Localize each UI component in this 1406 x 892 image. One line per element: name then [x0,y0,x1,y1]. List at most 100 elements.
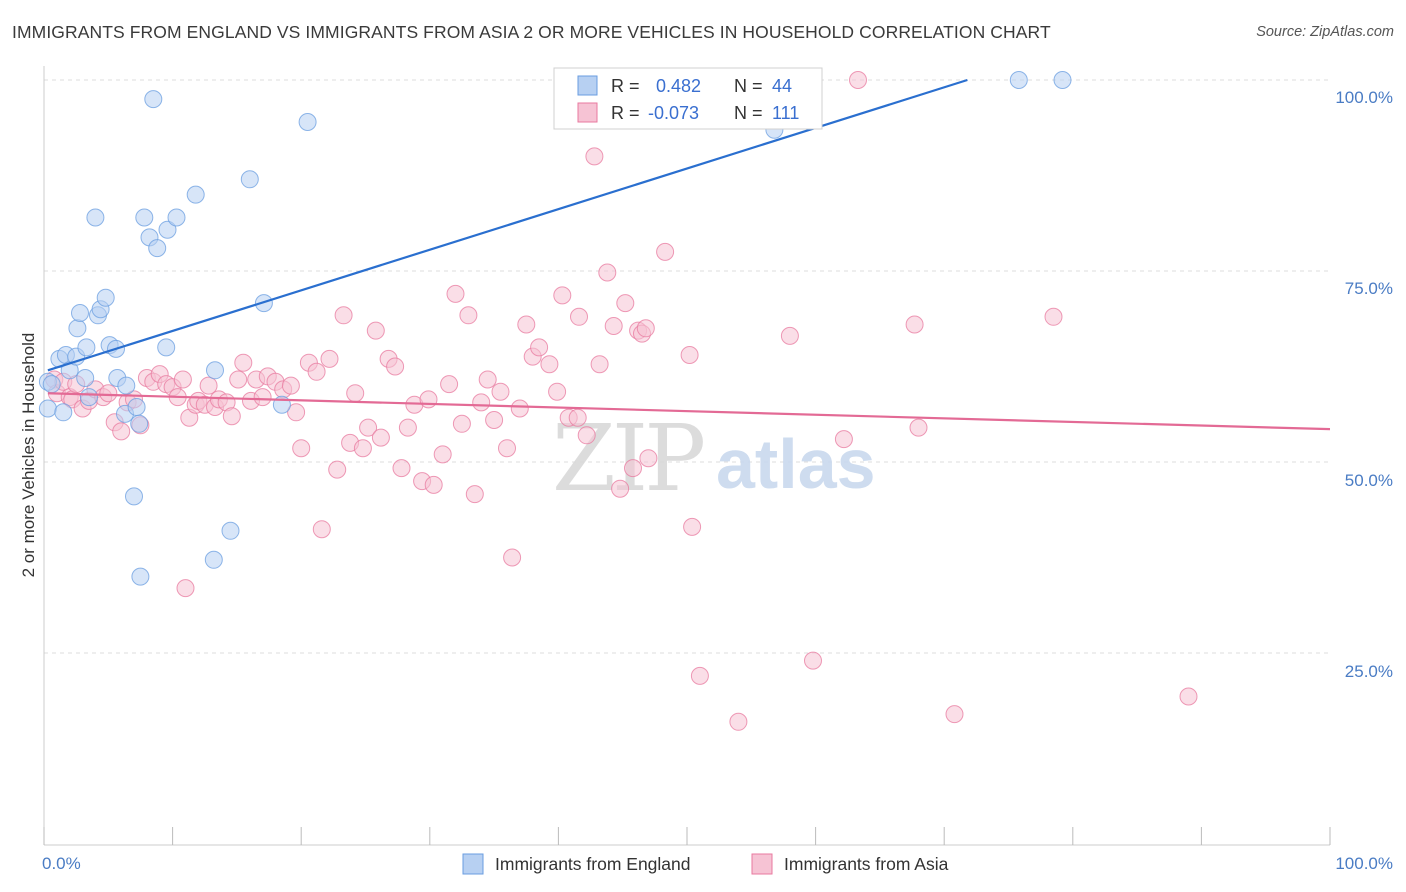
point-asia-99 [680,346,699,364]
watermark: ZIP atlas [552,405,876,512]
stats-swatch-england [577,75,598,96]
point-england-43 [1053,71,1072,89]
source-credit: Source: ZipAtlas.com [1256,24,1394,40]
stats-england-n-value: 44 [772,76,792,96]
y-tick-label-50: 50.0% [1345,471,1393,490]
point-asia-79 [530,338,549,357]
point-asia-106 [834,430,853,449]
point-england-12 [80,388,98,407]
point-asia-108 [905,315,924,334]
point-england-36 [221,521,240,540]
legend-swatch-asia [751,853,773,875]
point-england-10 [76,369,95,387]
legend-label-england: Immigrants from England [495,854,691,874]
point-england-25 [131,567,150,586]
legend: Immigrants from England Immigrants from … [462,853,949,875]
point-asia-103 [729,712,748,731]
point-asia-58 [392,459,411,478]
point-asia-52 [353,439,372,458]
point-england-22 [125,487,143,506]
axes [43,66,1331,846]
point-asia-98 [656,242,675,261]
point-asia-89 [598,263,617,282]
point-asia-41 [281,376,300,395]
point-asia-55 [371,428,390,447]
point-asia-12 [112,422,131,441]
data-points [38,71,1198,731]
point-england-26 [135,208,154,227]
point-england-0 [38,399,57,418]
point-asia-73 [491,382,510,401]
point-asia-59 [398,418,417,437]
point-asia-77 [517,315,536,334]
legend-swatch-england [462,853,484,875]
point-england-8 [68,319,87,338]
point-asia-54 [366,321,385,340]
point-england-16 [96,288,115,307]
point-asia-66 [446,284,465,303]
point-asia-62 [419,390,438,409]
point-england-28 [144,90,163,109]
point-england-4 [54,403,73,422]
point-england-29 [148,239,167,258]
point-asia-32 [222,407,241,426]
point-asia-101 [690,666,709,685]
point-asia-68 [459,306,478,325]
point-asia-72 [485,411,504,429]
stats-swatch-asia [577,102,598,123]
trend-line-england [47,78,968,372]
stats-asia-r-label: R = [611,103,640,123]
point-asia-81 [548,382,567,401]
point-asia-37 [253,388,272,407]
point-england-42 [1009,71,1028,89]
point-asia-53 [359,418,378,437]
point-asia-47 [320,349,339,368]
point-asia-112 [1179,687,1198,706]
stats-england-n-label: N = [734,76,763,96]
point-asia-22 [173,370,192,389]
point-asia-70 [472,393,491,412]
point-england-31 [158,220,177,239]
point-asia-82 [553,286,572,305]
y-tick-label-75: 75.0% [1345,279,1393,298]
point-asia-23 [176,579,195,598]
point-asia-80 [540,355,559,374]
point-england-11 [77,338,96,357]
point-asia-28 [199,376,218,395]
point-england-9 [71,304,89,322]
point-england-32 [167,208,186,227]
stats-england-r-value: 0.482 [656,76,701,96]
stats-asia-n-label: N = [734,103,763,123]
point-england-24 [130,414,149,433]
point-asia-57 [386,357,405,376]
point-asia-109 [909,418,928,437]
stats-asia-r-value: -0.073 [648,103,699,123]
point-asia-96 [636,319,655,338]
y-axis-title: 2 or more Vehicles in Household [19,333,38,578]
point-asia-48 [328,460,347,479]
point-asia-49 [334,306,353,325]
trend-line-asia [47,392,1331,431]
point-asia-87 [585,147,604,166]
chart-title: IMMIGRANTS FROM ENGLAND VS IMMIGRANTS FR… [12,22,1051,42]
point-england-34 [204,550,223,569]
point-asia-71 [478,370,497,389]
legend-label-asia: Immigrants from Asia [784,854,949,874]
point-england-37 [240,170,259,189]
point-asia-107 [849,71,867,89]
x-tick-label-max: 100.0% [1335,854,1393,873]
point-asia-91 [611,479,630,498]
point-asia-76 [510,399,529,418]
point-asia-69 [465,485,484,504]
point-asia-74 [498,439,516,458]
point-asia-63 [424,475,443,494]
point-asia-110 [945,705,964,724]
y-tick-label-100: 100.0% [1335,88,1393,107]
point-asia-33 [229,370,248,389]
stats-england-r-label: R = [611,76,640,96]
point-asia-10 [99,384,118,403]
stats-box-frame [553,67,823,130]
point-asia-65 [440,375,459,394]
point-england-13 [86,208,105,227]
